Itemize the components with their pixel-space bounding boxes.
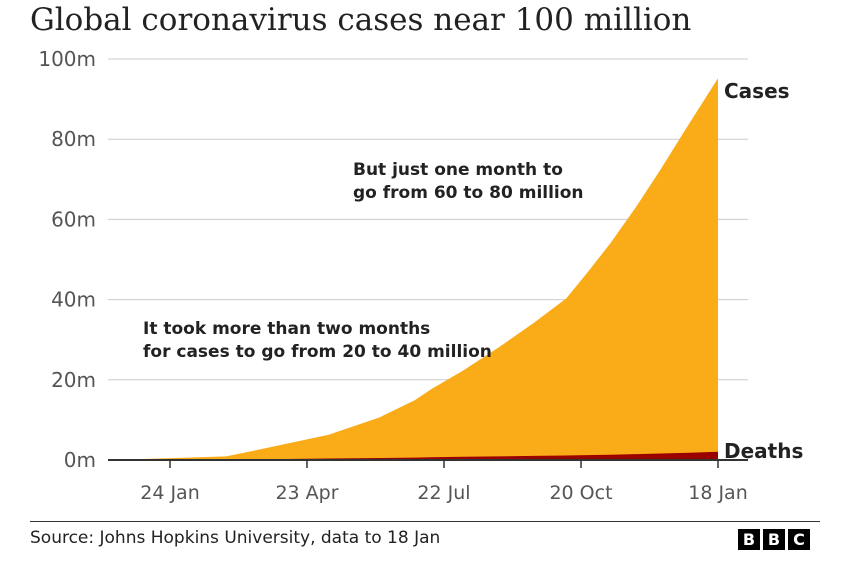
x-axis-ticks: 24 Jan 23 Apr 22 Jul 20 Oct 18 Jan: [140, 460, 748, 504]
annotation-one-month: But just one month to go from 60 to 80 mi…: [353, 160, 584, 203]
bbc-logo-block: B: [763, 529, 785, 550]
bbc-logo: B B C: [738, 529, 810, 550]
y-tick-label: 100m: [38, 47, 96, 71]
chart-area: 0m 20m 40m 60m 80m 100m 24 Jan 23 Apr 22 Jul 20 …: [38, 47, 803, 504]
x-tick-label: 18 Jan: [688, 482, 748, 504]
source-note: Source: Johns Hopkins University, data t…: [30, 528, 441, 548]
bbc-logo-block: C: [788, 529, 810, 550]
cases-area: [108, 78, 718, 460]
series-label-deaths: Deaths: [724, 439, 803, 463]
y-tick-label: 0m: [64, 448, 96, 472]
y-tick-label: 20m: [51, 368, 96, 392]
x-tick-label: 20 Oct: [549, 482, 612, 504]
annotation-two-months: It took more than two months for cases to…: [143, 319, 492, 362]
x-tick-label: 24 Jan: [140, 482, 200, 504]
y-tick-label: 60m: [51, 207, 96, 231]
x-tick-label: 23 Apr: [275, 482, 338, 504]
chart-title: Global coronavirus cases near 100 millio…: [30, 2, 692, 38]
y-tick-label: 80m: [51, 127, 96, 151]
footer-divider: [30, 521, 820, 522]
x-tick-label: 22 Jul: [417, 482, 470, 504]
deaths-area: [108, 451, 718, 460]
bbc-logo-block: B: [738, 529, 760, 550]
y-tick-label: 40m: [51, 288, 96, 312]
y-axis-ticks: 0m 20m 40m 60m 80m 100m: [38, 47, 96, 472]
series-label-cases: Cases: [724, 79, 790, 103]
